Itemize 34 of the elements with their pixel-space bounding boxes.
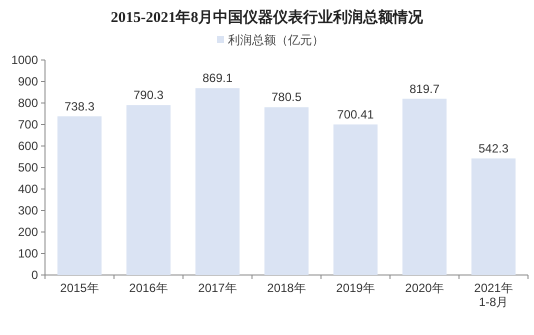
- data-label: 700.41: [337, 107, 374, 122]
- x-tick-label: 2018年: [267, 281, 306, 295]
- data-label: 790.3: [133, 88, 164, 102]
- x-tick-label: 2017年: [198, 281, 237, 295]
- y-tick-label: 1000: [11, 53, 38, 67]
- x-tick-label: 2015年: [60, 281, 99, 295]
- data-label: 869.1: [202, 71, 233, 86]
- x-tick-label: 2019年: [336, 281, 375, 295]
- y-tick-label: 600: [18, 139, 38, 153]
- y-tick-label: 0: [31, 268, 38, 282]
- x-tick-label: 2021年 1-8月: [474, 281, 513, 309]
- y-tick-label: 300: [18, 204, 38, 218]
- bar: [333, 124, 378, 275]
- bar: [195, 88, 240, 275]
- y-tick-label: 400: [18, 182, 38, 196]
- y-tick-label: 200: [18, 225, 38, 239]
- data-label: 738.3: [64, 99, 95, 114]
- bar: [264, 107, 309, 275]
- legend: 利润总额（亿元）: [217, 33, 324, 47]
- data-label: 542.3: [478, 141, 509, 156]
- y-tick-label: 100: [18, 246, 38, 260]
- chart-title: 2015-2021年8月中国仪器仪表行业利润总额情况: [110, 8, 424, 26]
- y-tick-label: 800: [18, 96, 38, 110]
- bar: [471, 158, 516, 275]
- y-tick-label: 700: [18, 118, 38, 132]
- y-tick-label: 900: [18, 74, 38, 88]
- data-label: 819.7: [409, 82, 440, 96]
- bar: [57, 116, 102, 275]
- data-label: 780.5: [271, 90, 302, 104]
- bar: [126, 105, 171, 275]
- x-tick-label: 2016年: [129, 281, 168, 295]
- bar: [402, 98, 447, 275]
- x-tick-label: 2020年: [405, 281, 444, 295]
- y-tick-label: 500: [18, 160, 38, 174]
